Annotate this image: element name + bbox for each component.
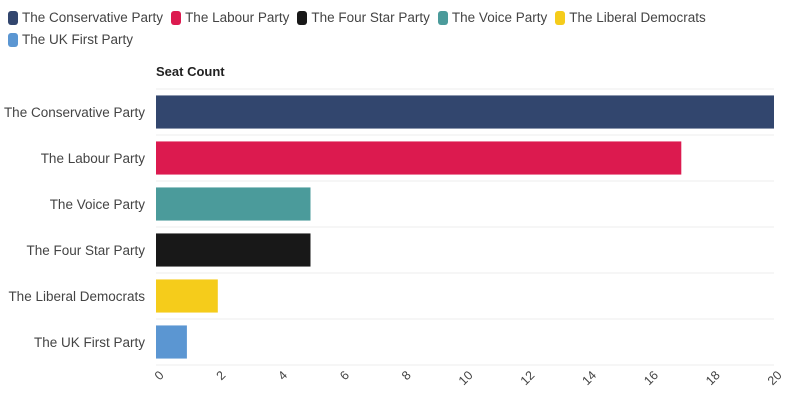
legend-label: The Four Star Party (311, 10, 430, 25)
legend-item[interactable]: The Labour Party (171, 8, 289, 28)
x-tick-label: 16 (641, 368, 661, 388)
bar[interactable] (156, 325, 187, 359)
x-tick-label: 12 (518, 368, 538, 388)
legend-item[interactable]: The Voice Party (437, 8, 548, 28)
legend-label: The Conservative Party (22, 10, 164, 25)
x-tick-label: 20 (765, 368, 785, 388)
legend-swatch (555, 11, 566, 25)
x-tick-label: 2 (214, 368, 229, 383)
bar[interactable] (156, 233, 311, 267)
x-tick-label: 14 (579, 368, 599, 388)
legend-label: The Labour Party (185, 10, 290, 25)
legend-item[interactable]: The Four Star Party (297, 8, 430, 28)
category-label: The UK First Party (34, 335, 145, 350)
chart-legend: The Conservative Party The Labour Party Th… (8, 8, 708, 50)
x-tick-label: 6 (337, 368, 352, 383)
legend-swatch (437, 11, 448, 25)
legend-label: The Liberal Democrats (569, 10, 706, 25)
legend-swatch (171, 11, 182, 25)
category-label: The Conservative Party (4, 105, 145, 120)
x-tick-label: 8 (399, 368, 414, 383)
legend-swatch (8, 33, 18, 47)
x-tick-label: 4 (275, 368, 290, 383)
legend-item[interactable]: The Liberal Democrats (555, 8, 706, 28)
legend-swatch (297, 11, 308, 25)
x-tick-label: 18 (703, 368, 723, 388)
x-tick-label: 0 (152, 368, 167, 383)
legend-swatch (8, 11, 18, 25)
bar[interactable] (156, 279, 218, 313)
category-label: The Liberal Democrats (8, 289, 145, 304)
legend-label: The Voice Party (451, 10, 548, 25)
category-label: The Four Star Party (26, 243, 145, 258)
axis-title: Seat Count (156, 64, 225, 79)
bar[interactable] (156, 187, 311, 221)
legend-item[interactable]: The Conservative Party (8, 8, 163, 28)
bar[interactable] (156, 141, 682, 175)
legend-item[interactable]: The UK First Party (8, 30, 133, 50)
x-tick-label: 10 (456, 368, 476, 388)
category-label: The Voice Party (50, 197, 146, 212)
bar[interactable] (156, 95, 774, 129)
legend-label: The UK First Party (22, 32, 134, 47)
category-label: The Labour Party (41, 151, 146, 166)
